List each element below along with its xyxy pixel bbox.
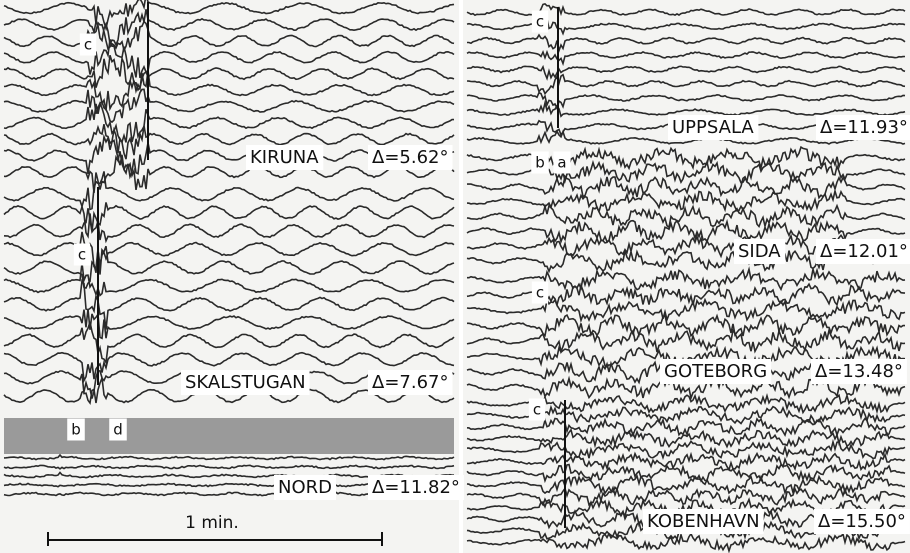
phase-marker: d	[113, 421, 123, 439]
distance-label: Δ=13.48°	[815, 361, 903, 382]
scale-label: 1 min.	[185, 513, 239, 533]
station-name: UPPSALA	[672, 117, 754, 138]
distance-label: Δ=15.50°	[818, 511, 906, 532]
phase-marker: c	[78, 246, 86, 264]
station-name: KOBENHAVN	[647, 511, 760, 532]
station-name: SIDA	[738, 241, 781, 262]
phase-marker: c	[533, 401, 541, 419]
station-name: KIRUNA	[250, 147, 319, 168]
phase-marker: a	[557, 154, 566, 172]
station-name: NORD	[278, 477, 332, 498]
phase-marker: c	[84, 36, 92, 54]
station-name: SKALSTUGAN	[185, 372, 306, 393]
distance-label: Δ=7.67°	[372, 372, 448, 393]
station-name: GOTEBORG	[664, 361, 767, 382]
phase-marker: b	[71, 421, 81, 439]
column-divider	[459, 0, 463, 553]
distance-label: Δ=5.62°	[372, 147, 448, 168]
phase-marker: c	[536, 284, 544, 302]
distance-label: Δ=11.82°	[372, 477, 460, 498]
phase-marker: b	[535, 154, 545, 172]
distance-label: Δ=12.01°	[820, 241, 908, 262]
phase-marker: c	[536, 13, 544, 31]
distance-label: Δ=11.93°	[820, 117, 908, 138]
seismogram-figure: KIRUNA Δ=5.62° c SKALSTUGAN Δ=7.67° c NORD Δ=11…	[0, 0, 910, 553]
